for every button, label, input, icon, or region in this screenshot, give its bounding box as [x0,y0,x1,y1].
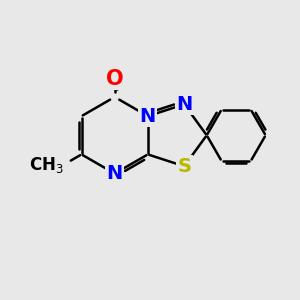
Text: CH$_3$: CH$_3$ [29,155,64,175]
Text: N: N [176,95,192,114]
Text: O: O [106,69,124,89]
Text: S: S [177,157,191,176]
Text: N: N [106,164,123,183]
Text: N: N [140,106,156,126]
